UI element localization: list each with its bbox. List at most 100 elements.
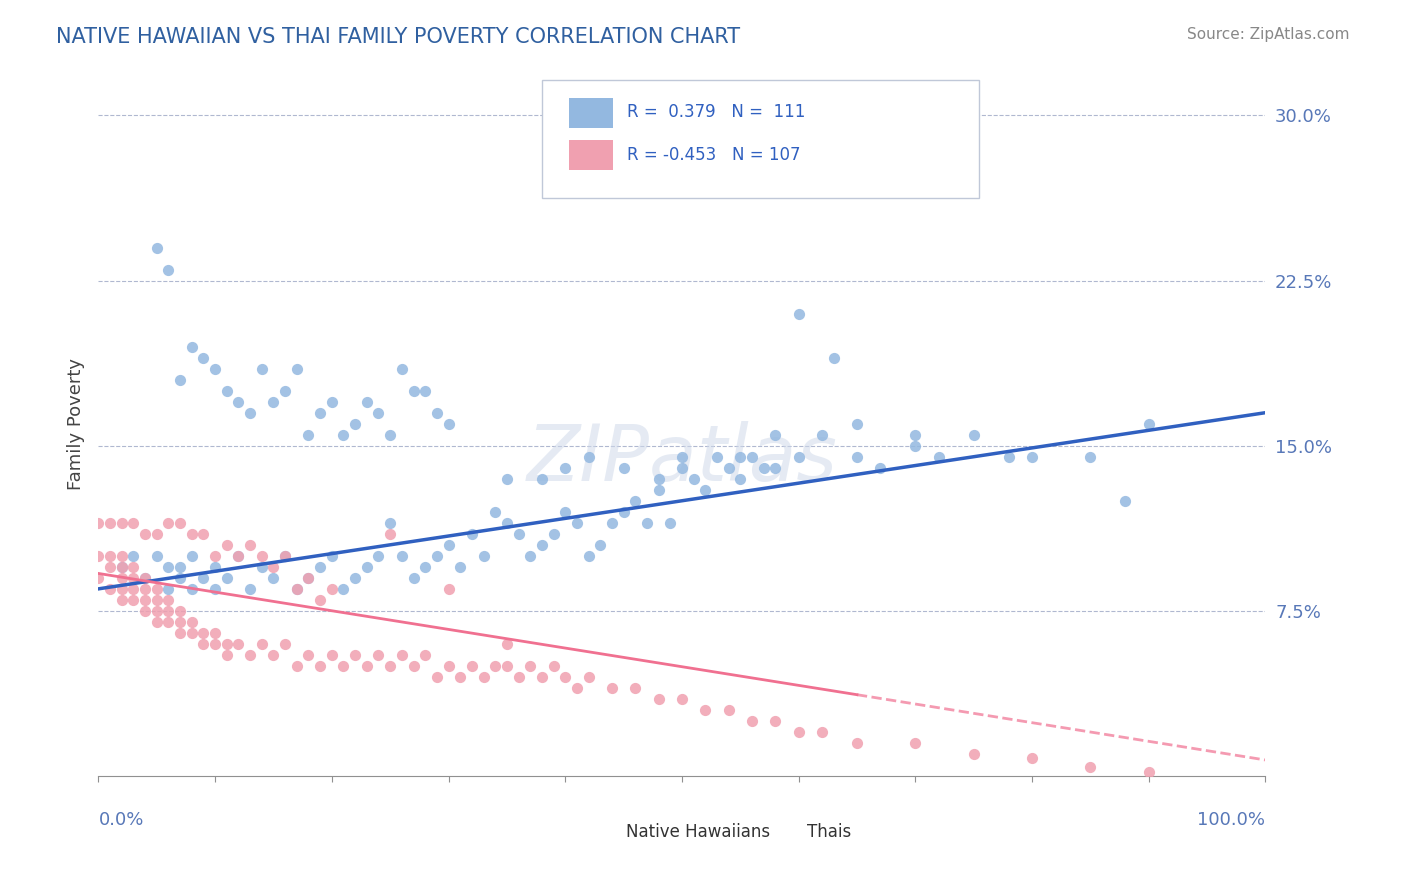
Point xyxy=(426,549,449,563)
Point xyxy=(787,307,810,321)
Point xyxy=(508,526,530,541)
Point xyxy=(239,406,262,420)
Point xyxy=(204,361,226,376)
Point xyxy=(204,626,226,640)
Point xyxy=(250,559,273,574)
Point xyxy=(98,549,121,563)
Point xyxy=(134,526,156,541)
Point xyxy=(98,516,121,530)
Point xyxy=(472,670,495,684)
Point xyxy=(1021,450,1043,464)
Point xyxy=(239,538,262,552)
Point xyxy=(250,361,273,376)
Point xyxy=(332,582,354,596)
Point xyxy=(554,670,576,684)
Point xyxy=(274,384,297,398)
Point xyxy=(624,681,647,695)
Point xyxy=(787,450,810,464)
Text: R = -0.453   N = 107: R = -0.453 N = 107 xyxy=(627,145,800,163)
Point xyxy=(169,571,191,585)
Point xyxy=(659,516,682,530)
Point xyxy=(426,670,449,684)
Point xyxy=(380,659,402,673)
Point xyxy=(413,384,436,398)
FancyBboxPatch shape xyxy=(568,98,613,128)
Point xyxy=(204,637,226,651)
Point xyxy=(193,637,215,651)
Point xyxy=(578,450,600,464)
Point xyxy=(146,604,169,618)
Point xyxy=(215,648,238,662)
Point xyxy=(122,582,145,596)
Point xyxy=(1137,417,1160,431)
Text: Source: ZipAtlas.com: Source: ZipAtlas.com xyxy=(1187,27,1350,42)
Point xyxy=(157,559,180,574)
Point xyxy=(787,725,810,739)
Point xyxy=(344,648,367,662)
Point xyxy=(321,549,343,563)
Point xyxy=(122,592,145,607)
Point xyxy=(134,571,156,585)
Point xyxy=(402,659,425,673)
Point xyxy=(1137,764,1160,779)
Point xyxy=(134,604,156,618)
Point xyxy=(262,571,284,585)
Point xyxy=(472,549,495,563)
Point xyxy=(437,582,460,596)
Point xyxy=(111,516,134,530)
Point xyxy=(122,549,145,563)
Point xyxy=(928,450,950,464)
Point xyxy=(262,394,284,409)
Point xyxy=(204,582,226,596)
Point xyxy=(122,516,145,530)
Point xyxy=(146,240,169,255)
Point xyxy=(169,615,191,629)
Point xyxy=(122,571,145,585)
Point xyxy=(367,549,389,563)
Point xyxy=(250,637,273,651)
Point xyxy=(157,592,180,607)
Point xyxy=(682,472,704,486)
Point xyxy=(997,450,1019,464)
Point xyxy=(543,526,565,541)
Point xyxy=(180,582,202,596)
Point xyxy=(752,460,775,475)
Point xyxy=(695,483,717,497)
Point xyxy=(332,659,354,673)
Point xyxy=(380,427,402,442)
Point xyxy=(285,659,308,673)
Point xyxy=(215,637,238,651)
Point xyxy=(589,538,612,552)
Point xyxy=(846,450,869,464)
Point xyxy=(157,615,180,629)
Point xyxy=(180,615,202,629)
Point xyxy=(437,417,460,431)
Point xyxy=(624,493,647,508)
Point xyxy=(1114,493,1136,508)
Point xyxy=(344,417,367,431)
Point xyxy=(496,516,519,530)
Point xyxy=(647,692,669,706)
Point xyxy=(484,659,506,673)
Point xyxy=(321,648,343,662)
Point xyxy=(543,659,565,673)
Y-axis label: Family Poverty: Family Poverty xyxy=(66,358,84,490)
Point xyxy=(285,582,308,596)
Point xyxy=(204,549,226,563)
Point xyxy=(904,427,927,442)
Point xyxy=(274,637,297,651)
Point xyxy=(717,703,740,717)
Point xyxy=(461,659,484,673)
Point xyxy=(647,472,669,486)
Point xyxy=(554,460,576,475)
Point xyxy=(496,637,519,651)
Point xyxy=(530,670,553,684)
Point xyxy=(437,659,460,673)
Point xyxy=(344,571,367,585)
Text: 100.0%: 100.0% xyxy=(1198,812,1265,830)
Point xyxy=(565,681,588,695)
Point xyxy=(846,736,869,750)
Text: R =  0.379   N =  111: R = 0.379 N = 111 xyxy=(627,103,806,121)
Point xyxy=(228,637,250,651)
Point xyxy=(413,648,436,662)
